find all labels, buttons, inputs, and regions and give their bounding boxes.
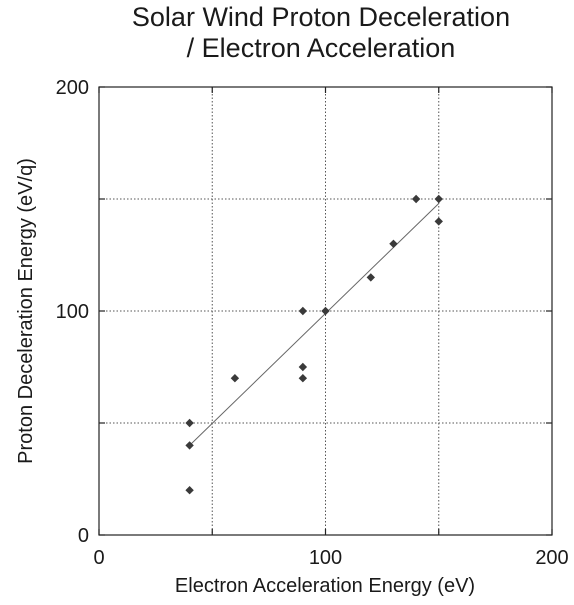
x-tick-label: 100 bbox=[309, 547, 342, 569]
y-axis-label: Proton Deceleration Energy (eV/q) bbox=[15, 158, 37, 464]
data-point bbox=[366, 273, 375, 282]
data-point bbox=[298, 362, 308, 372]
x-axis-label: Electron Acceleration Energy (eV) bbox=[175, 575, 475, 597]
data-point bbox=[230, 374, 240, 383]
data-point bbox=[434, 194, 443, 204]
data-points bbox=[185, 194, 443, 495]
y-tick-label: 200 bbox=[56, 77, 89, 99]
y-tick-label: 0 bbox=[78, 525, 89, 547]
chart-title-line-1: Solar Wind Proton Deceleration bbox=[132, 2, 510, 32]
axis-ticks: 0 100 200 0 100 200 bbox=[56, 77, 569, 569]
x-tick-label: 200 bbox=[535, 547, 568, 569]
data-point bbox=[321, 306, 330, 316]
data-point bbox=[185, 486, 194, 495]
trend-line bbox=[189, 203, 440, 446]
data-point bbox=[298, 306, 308, 316]
data-point bbox=[185, 441, 194, 450]
y-tick-label: 100 bbox=[56, 301, 89, 323]
chart-title-line-2: / Electron Acceleration bbox=[187, 33, 456, 63]
x-tick-label: 0 bbox=[93, 547, 104, 569]
data-point bbox=[389, 239, 398, 248]
data-point bbox=[298, 374, 308, 383]
data-point bbox=[434, 217, 443, 226]
data-point bbox=[411, 194, 421, 204]
data-point bbox=[185, 418, 194, 428]
